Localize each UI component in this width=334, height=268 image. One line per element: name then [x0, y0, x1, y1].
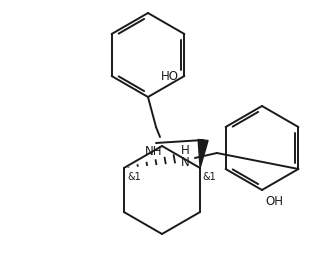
Text: &1: &1 — [127, 172, 141, 182]
Text: H
N: H N — [181, 143, 190, 169]
Text: OH: OH — [265, 195, 283, 208]
Text: &1: &1 — [202, 172, 216, 182]
Polygon shape — [198, 139, 208, 168]
Text: HO: HO — [161, 69, 179, 83]
Text: NH: NH — [145, 145, 163, 158]
